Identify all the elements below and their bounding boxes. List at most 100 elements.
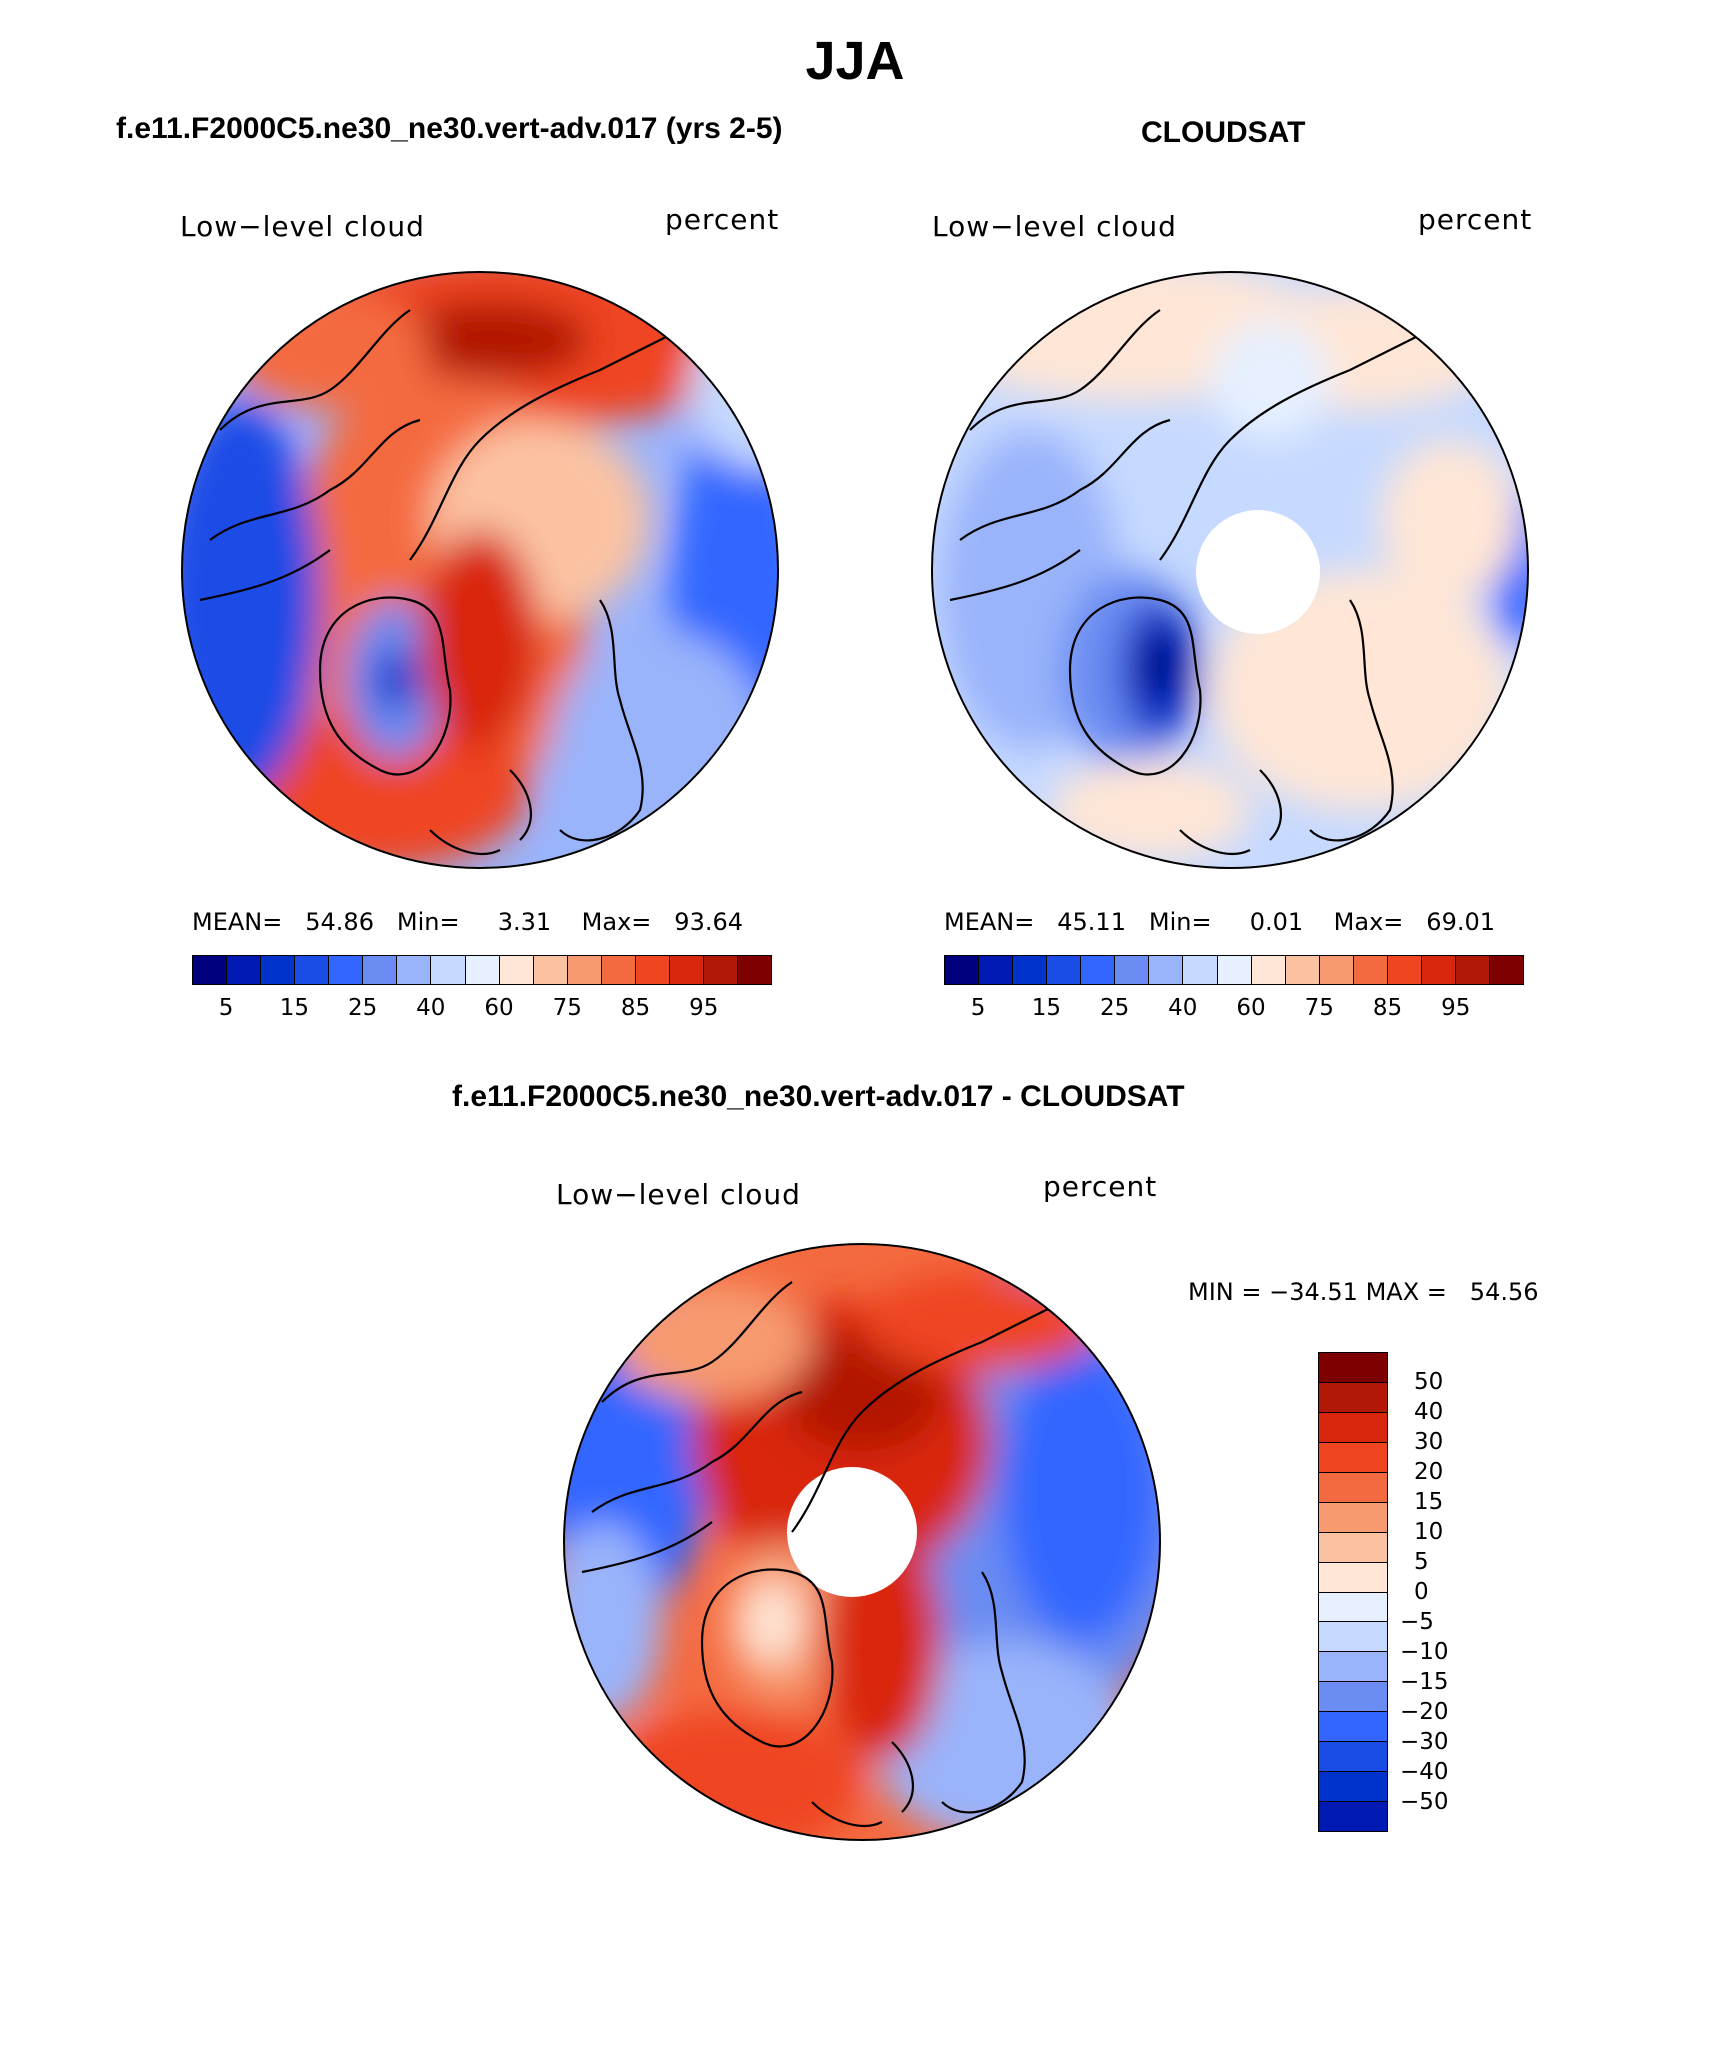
colorbar-swatch [1183,956,1218,984]
colorbar-swatch [1013,956,1048,984]
colorbar-swatch [1421,956,1456,984]
colorbar-tick-label: 75 [552,995,582,1021]
colorbar-tick-label: 40 [1168,995,1198,1021]
colorbar-tick-label: 15 [1414,1489,1444,1515]
colorbar-tick-label: 25 [1099,995,1130,1021]
colorbar-swatch [1285,956,1320,984]
colorbar-swatch [1319,1472,1387,1503]
colorbar-swatch [1319,1682,1387,1713]
colorbar-tick-label: 15 [279,995,309,1021]
colorbar-swatch [1319,1772,1387,1803]
colorbar-swatch [1319,1802,1387,1831]
colorbar-swatch [1319,1502,1387,1533]
panel1-heading: f.e11.F2000C5.ne30_ne30.vert-adv.017 (yr… [116,112,783,145]
polar-missing-data [787,1467,917,1597]
panel2-colorbar-ticks: 5 15 25 40 60 75 85 95 [944,995,1524,1025]
greenland-outline [318,596,452,776]
colorbar-swatch [499,956,534,984]
panel2-colorbar [944,955,1524,985]
colorbar-tick-label: 75 [1304,995,1334,1021]
colorbar-tick-label: 85 [1372,995,1403,1021]
colorbar-swatch [1319,956,1354,984]
colorbar-swatch [601,956,636,984]
panel3-colorbar [1318,1352,1388,1832]
colorbar-swatch [738,956,772,984]
colorbar-tick-label: −30 [1400,1729,1449,1755]
colorbar-tick-label: 5 [218,995,234,1021]
colorbar-swatch [1319,1353,1387,1383]
colorbar-swatch [329,956,364,984]
colorbar-tick-label: 40 [416,995,446,1021]
panel3-stats: MIN = −34.51 MAX = 54.56 [1188,1278,1539,1306]
colorbar-swatch [1319,1652,1387,1683]
colorbar-swatch [635,956,670,984]
colorbar-tick-label: 25 [347,995,378,1021]
colorbar-swatch [703,956,738,984]
colorbar-tick-label: 85 [620,995,651,1021]
colorbar-swatch [1319,1742,1387,1773]
colorbar-swatch [979,956,1014,984]
panel1-variable-label: Low−level cloud [180,210,425,243]
panel1-units-label: percent [665,203,780,236]
colorbar-tick-label: 30 [1414,1429,1444,1455]
colorbar-tick-label: 5 [1414,1549,1429,1575]
colorbar-swatch [1115,956,1150,984]
colorbar-tick-label: 60 [484,995,514,1021]
colorbar-tick-label: −50 [1400,1789,1449,1815]
panel3-units-label: percent [1043,1170,1158,1203]
colorbar-swatch [193,956,228,984]
colorbar-swatch [1319,1592,1387,1623]
colorbar-tick-label: 20 [1414,1459,1444,1485]
colorbar-tick-label: 40 [1414,1399,1444,1425]
colorbar-swatch [1319,1532,1387,1563]
colorbar-swatch [1353,956,1388,984]
colorbar-tick-label: 0 [1414,1579,1429,1605]
panel2-units-label: percent [1418,203,1533,236]
colorbar-swatch [1217,956,1252,984]
colorbar-swatch [533,956,568,984]
colorbar-swatch [669,956,704,984]
colorbar-swatch [227,956,262,984]
colorbar-tick-label: 50 [1414,1369,1444,1395]
panel1-map [181,271,779,869]
colorbar-tick-label: −10 [1400,1639,1449,1665]
colorbar-tick-label: −15 [1400,1669,1449,1695]
colorbar-swatch [465,956,500,984]
panel3-heading: f.e11.F2000C5.ne30_ne30.vert-adv.017 - C… [452,1080,1185,1113]
colorbar-swatch [1047,956,1082,984]
panel2-stats: MEAN= 45.11 Min= 0.01 Max= 69.01 [944,908,1496,936]
colorbar-swatch [1387,956,1422,984]
panel1-stats: MEAN= 54.86 Min= 3.31 Max= 93.64 [192,908,744,936]
colorbar-swatch [397,956,432,984]
colorbar-swatch [567,956,602,984]
colorbar-swatch [363,956,398,984]
colorbar-tick-label: 95 [689,995,719,1021]
panel1-colorbar [192,955,772,985]
colorbar-swatch [1319,1442,1387,1473]
colorbar-swatch [1319,1712,1387,1743]
colorbar-swatch [1319,1412,1387,1443]
panel2-variable-label: Low−level cloud [932,210,1177,243]
colorbar-swatch [1319,1622,1387,1653]
polar-missing-data [1196,510,1320,634]
colorbar-swatch [1319,1562,1387,1593]
colorbar-tick-label: −40 [1400,1759,1449,1785]
panel2-map [931,271,1529,869]
colorbar-swatch [1319,1382,1387,1413]
colorbar-tick-label: −5 [1400,1609,1434,1635]
colorbar-swatch [1081,956,1116,984]
colorbar-tick-label: 95 [1441,995,1471,1021]
colorbar-tick-label: 15 [1031,995,1061,1021]
panel3-variable-label: Low−level cloud [556,1178,801,1211]
panel1-colorbar-ticks: 5 15 25 40 60 75 85 95 [192,995,772,1025]
panel3-colorbar-ticks: 50 40 30 20 15 10 5 0 −5 −10 −15 −20 −30 −40 −50 [1400,1352,1520,1832]
figure-title: JJA [805,31,905,91]
colorbar-tick-label: 60 [1236,995,1266,1021]
colorbar-swatch [1490,956,1524,984]
colorbar-swatch [295,956,330,984]
colorbar-swatch [431,956,466,984]
colorbar-swatch [1251,956,1286,984]
colorbar-tick-label: 5 [970,995,986,1021]
colorbar-swatch [261,956,296,984]
panel3-map [563,1243,1161,1841]
